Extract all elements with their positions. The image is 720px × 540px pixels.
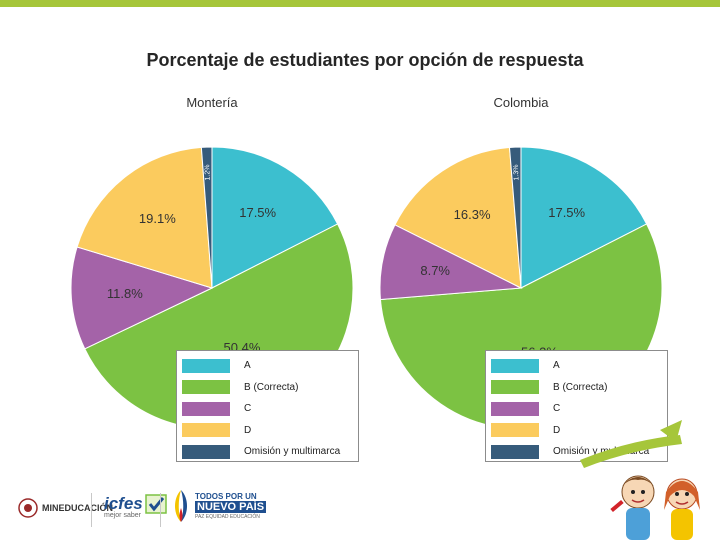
legend-item-d: D — [182, 420, 358, 442]
slice-label-d: 19.1% — [139, 211, 176, 226]
legend-item-omision-y-multimarca: Omisión y multimarca — [491, 441, 667, 463]
mineducacion-text: MINEDUCACIÓN — [42, 503, 113, 513]
icfes-logo: icfes mejor saber — [104, 494, 167, 519]
todos-por-un-nuevo-pais-logo: TODOS POR UN NUEVO PAÍS PAZ EQUIDAD EDUC… — [170, 488, 267, 524]
pie-slice-omision-y-multimarca — [508, 146, 522, 289]
legend-item-a: A — [182, 355, 358, 377]
slide-title: Porcentaje de estudiantes por opción de … — [146, 50, 584, 70]
chart-title-colombia: Colombia — [494, 95, 550, 110]
todos-line-3: PAZ EQUIDAD EDUCACIÓN — [195, 513, 260, 520]
legend-swatch — [491, 401, 539, 416]
todos-line-1: TODOS POR UN — [195, 491, 257, 501]
legend-item-c: C — [182, 398, 358, 420]
legend-swatch — [182, 380, 230, 395]
legend-label: C — [244, 403, 252, 415]
slice-label-omision-y-multimarca: 1.3% — [513, 164, 521, 180]
slice-label-a: 17.5% — [239, 205, 276, 220]
legend-swatch — [491, 380, 539, 395]
flag-shape-icon — [175, 490, 187, 522]
legend-label: A — [244, 360, 251, 372]
top-accent-bar — [0, 0, 720, 7]
pencil-icon — [610, 499, 624, 513]
slice-label-a: 17.5% — [548, 205, 585, 220]
legend-item-c: C — [491, 398, 667, 420]
slice-label-omision-y-multimarca: 1.2% — [204, 164, 212, 180]
mineducacion-logo: MINEDUCACIÓN — [18, 498, 113, 518]
swoosh-tip — [660, 420, 682, 442]
legend-label: D — [553, 424, 561, 436]
check-icon — [145, 494, 167, 514]
pie-slice-d — [394, 146, 522, 289]
legend-swatch — [182, 401, 230, 416]
legend-label: A — [553, 360, 560, 372]
pie-slice-a — [211, 146, 339, 289]
legend-item-d: D — [491, 420, 667, 442]
legend-swatch — [182, 358, 230, 373]
legend-label: B (Correcta) — [244, 381, 299, 393]
colombia-seal-icon — [18, 498, 38, 518]
legend-label: C — [553, 403, 561, 415]
slice-label-d: 16.3% — [454, 207, 491, 222]
legend-swatch — [491, 444, 539, 459]
legend-item-a: A — [491, 355, 667, 377]
legend-swatch — [182, 423, 230, 438]
footer-divider-2 — [160, 493, 161, 527]
chart-title-monteria: Montería — [186, 95, 238, 110]
footer-divider-1 — [91, 493, 92, 527]
legend-swatch — [491, 423, 539, 438]
kids-illustration — [580, 420, 700, 540]
legend-label: Omisión y multimarca — [553, 446, 650, 458]
pie-slice-d — [76, 146, 213, 289]
pie-slice-c — [70, 246, 214, 350]
legend-label: Omisión y multimarca — [244, 446, 341, 458]
legend-label: D — [244, 424, 252, 436]
green-swoosh — [580, 435, 682, 468]
icfes-tagline: mejor saber — [104, 512, 141, 519]
legend-label: B (Correcta) — [553, 381, 608, 393]
legend-item-omision-y-multimarca: Omisión y multimarca — [182, 441, 358, 463]
icfes-text: icfes — [104, 494, 143, 513]
girl-figure-icon — [664, 478, 700, 540]
legend-item-b-correcta: B (Correcta) — [182, 377, 358, 399]
pie-slice-a — [520, 146, 648, 289]
legend-monteria: A B (Correcta) C D Omisión y multimarca — [176, 350, 359, 462]
slice-label-c: 8.7% — [420, 263, 450, 278]
legend-item-b-correcta: B (Correcta) — [491, 377, 667, 399]
boy-figure-icon — [621, 475, 655, 540]
legend-swatch — [182, 444, 230, 459]
todos-line-2: NUEVO PAÍS — [195, 500, 267, 513]
pie-slice-omision-y-multimarca — [200, 146, 213, 289]
slice-label-c: 11.8% — [107, 286, 143, 301]
legend-swatch — [491, 358, 539, 373]
